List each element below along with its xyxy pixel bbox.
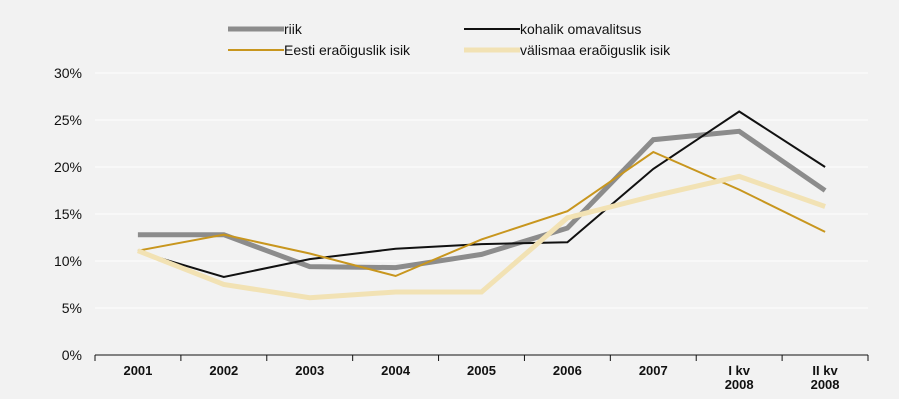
- x-tick-label: 2007: [639, 363, 668, 378]
- y-axis: 0% 5% 10% 15% 20% 25% 30%: [54, 65, 82, 363]
- x-tick-label: II kv 2008: [811, 363, 840, 392]
- x-tick-label-line: 2008: [725, 377, 754, 392]
- x-tick-label: 2003: [295, 363, 324, 378]
- x-tick-label: 2004: [381, 363, 411, 378]
- x-tick-label-line: 2007: [639, 363, 668, 378]
- x-tick-label-line: 2008: [811, 377, 840, 392]
- y-tick-label: 30%: [54, 65, 82, 81]
- x-tick-label: 2006: [553, 363, 582, 378]
- x-tick-label-line: 2002: [209, 363, 238, 378]
- y-tick-label: 10%: [54, 253, 82, 269]
- series-line-3: [136, 173, 826, 301]
- x-tick-label: 2001: [123, 363, 152, 378]
- y-tick-label: 0%: [62, 347, 82, 363]
- x-tick-label-line: 2003: [295, 363, 324, 378]
- series-line-0: [137, 128, 827, 271]
- y-tick-label: 5%: [62, 300, 82, 316]
- y-tick-label: 25%: [54, 112, 82, 128]
- legend-label: välismaa eraõiguslik isik: [520, 42, 671, 58]
- legend-label: riik: [284, 21, 303, 37]
- x-tick-label-line: I kv: [728, 363, 750, 378]
- x-tick-label: 2005: [467, 363, 496, 378]
- series-line-2: [137, 150, 826, 278]
- y-tick-label: 15%: [54, 206, 82, 222]
- series-lines: [136, 110, 827, 301]
- y-tick-label: 20%: [54, 159, 82, 175]
- series-line-1: [137, 110, 826, 279]
- x-tick-label-line: 2005: [467, 363, 496, 378]
- x-tick-label: I kv 2008: [725, 363, 754, 392]
- legend-label: Eesti eraõiguslik isik: [284, 42, 411, 58]
- legend: riik kohalik omavalitsus Eesti eraõiguslik…: [228, 21, 671, 58]
- gridlines: [95, 72, 868, 309]
- x-tick-label-line: 2001: [123, 363, 152, 378]
- x-tick-label-line: II kv: [812, 363, 838, 378]
- x-tick-label: 2002: [209, 363, 238, 378]
- x-tick-label-line: 2006: [553, 363, 582, 378]
- legend-label: kohalik omavalitsus: [520, 21, 641, 37]
- x-tick-label-line: 2004: [381, 363, 411, 378]
